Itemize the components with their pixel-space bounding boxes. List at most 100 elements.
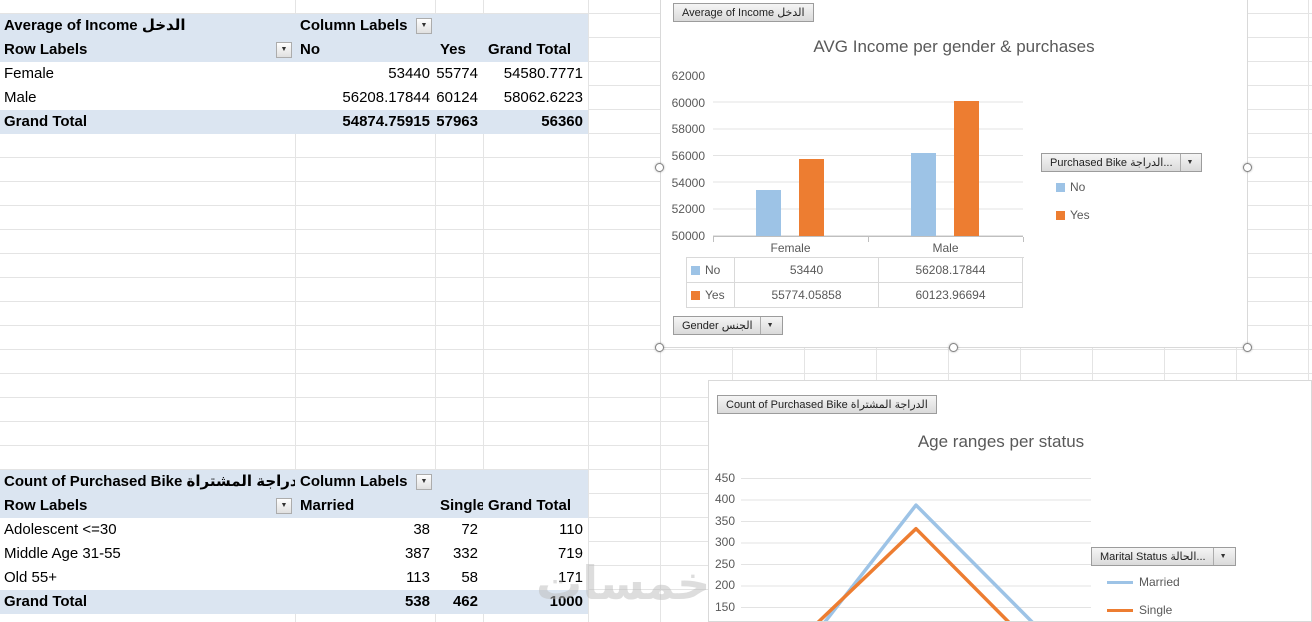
bar-male-no[interactable]	[911, 153, 936, 236]
filter-arrow-icon: ▼	[280, 46, 288, 53]
cell-value[interactable]: 55774	[436, 65, 478, 82]
y-axis-tick: 400	[714, 492, 735, 506]
table-row: Middle Age 31-55 387 332 719	[0, 542, 588, 566]
data-table-value: 53440	[735, 258, 879, 283]
cell-value[interactable]: 57963	[436, 113, 478, 130]
row-label[interactable]: Grand Total	[4, 113, 88, 130]
filter-arrow-icon: ▼	[280, 502, 288, 509]
col-header-yes[interactable]: Yes	[440, 41, 466, 58]
cell-value[interactable]: 538	[404, 593, 430, 610]
y-axis-tick: 52000	[671, 202, 705, 216]
row-label[interactable]: Old 55+	[4, 569, 57, 586]
cell-value[interactable]: 72	[461, 521, 478, 538]
age-line-chart[interactable]: Count of Purchased Bike الدراجة المشتراة…	[708, 380, 1312, 622]
pivot-income-column-labels-cell[interactable]: Column Labels	[300, 17, 408, 34]
row-labels-filter-button[interactable]: ▼	[276, 42, 292, 58]
legend-field-button[interactable]: Marital Status الحالة... ▼	[1091, 547, 1236, 566]
cell-value[interactable]: 110	[559, 521, 583, 538]
line-series-layer	[799, 503, 1034, 621]
cell-value[interactable]: 58	[461, 569, 478, 586]
row-label[interactable]: Grand Total	[4, 593, 88, 610]
series-no-swatch-icon	[691, 265, 700, 275]
chart-value-field-button[interactable]: Count of Purchased Bike الدراجة المشتراة	[717, 395, 937, 414]
selection-handle-bottom-mid[interactable]	[949, 343, 958, 352]
cell-value[interactable]: 1000	[549, 593, 583, 610]
cell-value[interactable]: 171	[557, 569, 583, 586]
cell-value[interactable]: 56360	[541, 113, 583, 130]
pivot-bike-column-labels-cell[interactable]: Column Labels	[300, 473, 408, 490]
line-single[interactable]	[799, 526, 1033, 621]
field-button-label: Purchased Bike الدراجة...	[1050, 157, 1173, 169]
legend-field-button[interactable]: Purchased Bike الدراجة... ▼	[1041, 153, 1203, 172]
pivot-income-title-cell[interactable]: Average of Income الدخل	[4, 17, 186, 34]
cell-value[interactable]: 56208.17844	[342, 89, 430, 106]
table-row: Female 53440 55774 54580.7771	[0, 62, 588, 86]
selection-handle-right[interactable]	[1243, 163, 1252, 172]
table-row: Old 55+ 113 58 171	[0, 566, 588, 590]
chart-title[interactable]: Age ranges per status	[917, 432, 1085, 451]
selection-handle-bottom-left[interactable]	[655, 343, 664, 352]
cell-value[interactable]: 113	[406, 569, 430, 586]
field-button-label: Marital Status الحالة...	[1100, 551, 1206, 563]
cell-value[interactable]: 462	[452, 593, 478, 610]
row-labels-filter-button[interactable]: ▼	[276, 498, 292, 514]
row-label[interactable]: Female	[4, 65, 55, 82]
row-label[interactable]: Adolescent <=30	[4, 521, 117, 538]
cell-value[interactable]: 54580.7771	[503, 65, 583, 82]
col-header-grand-total[interactable]: Grand Total	[488, 41, 572, 58]
cell-value[interactable]: 54874.75915	[342, 113, 430, 130]
col-header-married[interactable]: Married	[300, 497, 355, 514]
column-labels-filter-button[interactable]: ▼	[416, 18, 432, 34]
pivot-table-income: Average of Income الدخل Column Labels ▼ …	[0, 14, 588, 134]
col-header-single[interactable]: Single	[440, 497, 483, 514]
legend-item-married[interactable]: Married	[1107, 575, 1180, 589]
axis-field-button-gender[interactable]: Gender الجنس ▼	[673, 316, 783, 335]
series-name: No	[705, 263, 721, 277]
x-axis-label-female: Female	[770, 241, 811, 255]
cell-value[interactable]: 719	[557, 545, 583, 562]
cell-value[interactable]: 58062.6223	[503, 89, 583, 106]
y-axis-tick: 60000	[671, 96, 705, 110]
bar-female-no[interactable]	[756, 190, 781, 236]
field-button-label: Count of Purchased Bike الدراجة المشتراة	[726, 399, 928, 411]
pivot-table-bike: Count of Purchased Bike الدراجة المشتراة…	[0, 470, 588, 614]
row-label[interactable]: Male	[4, 89, 37, 106]
cell-value[interactable]: 60124	[436, 89, 478, 106]
pivot-bike-title-cell[interactable]: Count of Purchased Bike الدراجة المشتراة	[4, 473, 295, 490]
filter-arrow-icon: ▼	[420, 478, 428, 485]
row-label[interactable]: Middle Age 31-55	[4, 545, 121, 562]
data-table-row: No 53440 56208.17844	[687, 258, 1024, 283]
x-axis-tick-mark	[1023, 237, 1024, 242]
chart-value-field-button[interactable]: Average of Income الدخل	[673, 3, 814, 22]
row-labels-cell[interactable]: Row Labels	[4, 41, 88, 58]
selection-handle-left[interactable]	[655, 163, 664, 172]
cell-value[interactable]: 332	[452, 545, 478, 562]
col-header-no[interactable]: No	[300, 41, 320, 58]
row-labels-cell[interactable]: Row Labels	[4, 497, 88, 514]
legend-item-single[interactable]: Single	[1107, 603, 1172, 617]
cell-value[interactable]: 387	[404, 545, 430, 562]
col-header-grand-total[interactable]: Grand Total	[488, 497, 572, 514]
legend-item-no[interactable]: No	[1056, 180, 1085, 194]
column-labels-filter-button[interactable]: ▼	[416, 474, 432, 490]
chart-title[interactable]: AVG Income per gender & purchases	[813, 37, 1095, 56]
filter-arrow-icon: ▼	[420, 22, 428, 29]
bar-female-yes[interactable]	[799, 159, 824, 236]
series-married-swatch-icon	[1107, 580, 1133, 584]
data-table-row: Yes 55774.05858 60123.96694	[687, 283, 1024, 308]
x-axis-tick-mark	[713, 237, 714, 242]
pivot-bike-header-row: Row Labels ▼ Married Single Grand Total	[0, 494, 588, 518]
income-bar-chart[interactable]: Average of Income الدخل AVG Income per g…	[660, 0, 1248, 348]
y-axis-tick: 200	[714, 578, 735, 592]
bar-male-yes[interactable]	[954, 101, 979, 236]
chevron-down-icon: ▼	[759, 317, 774, 334]
selection-handle-bottom-right[interactable]	[1243, 343, 1252, 352]
cell-value[interactable]: 38	[413, 521, 430, 538]
chevron-down-icon: ▼	[1212, 548, 1227, 565]
legend-item-yes[interactable]: Yes	[1056, 208, 1090, 222]
cell-value[interactable]: 53440	[388, 65, 430, 82]
field-button-label: Average of Income الدخل	[682, 7, 805, 19]
line-married[interactable]	[799, 503, 1034, 621]
y-axis-tick: 450	[714, 471, 735, 485]
